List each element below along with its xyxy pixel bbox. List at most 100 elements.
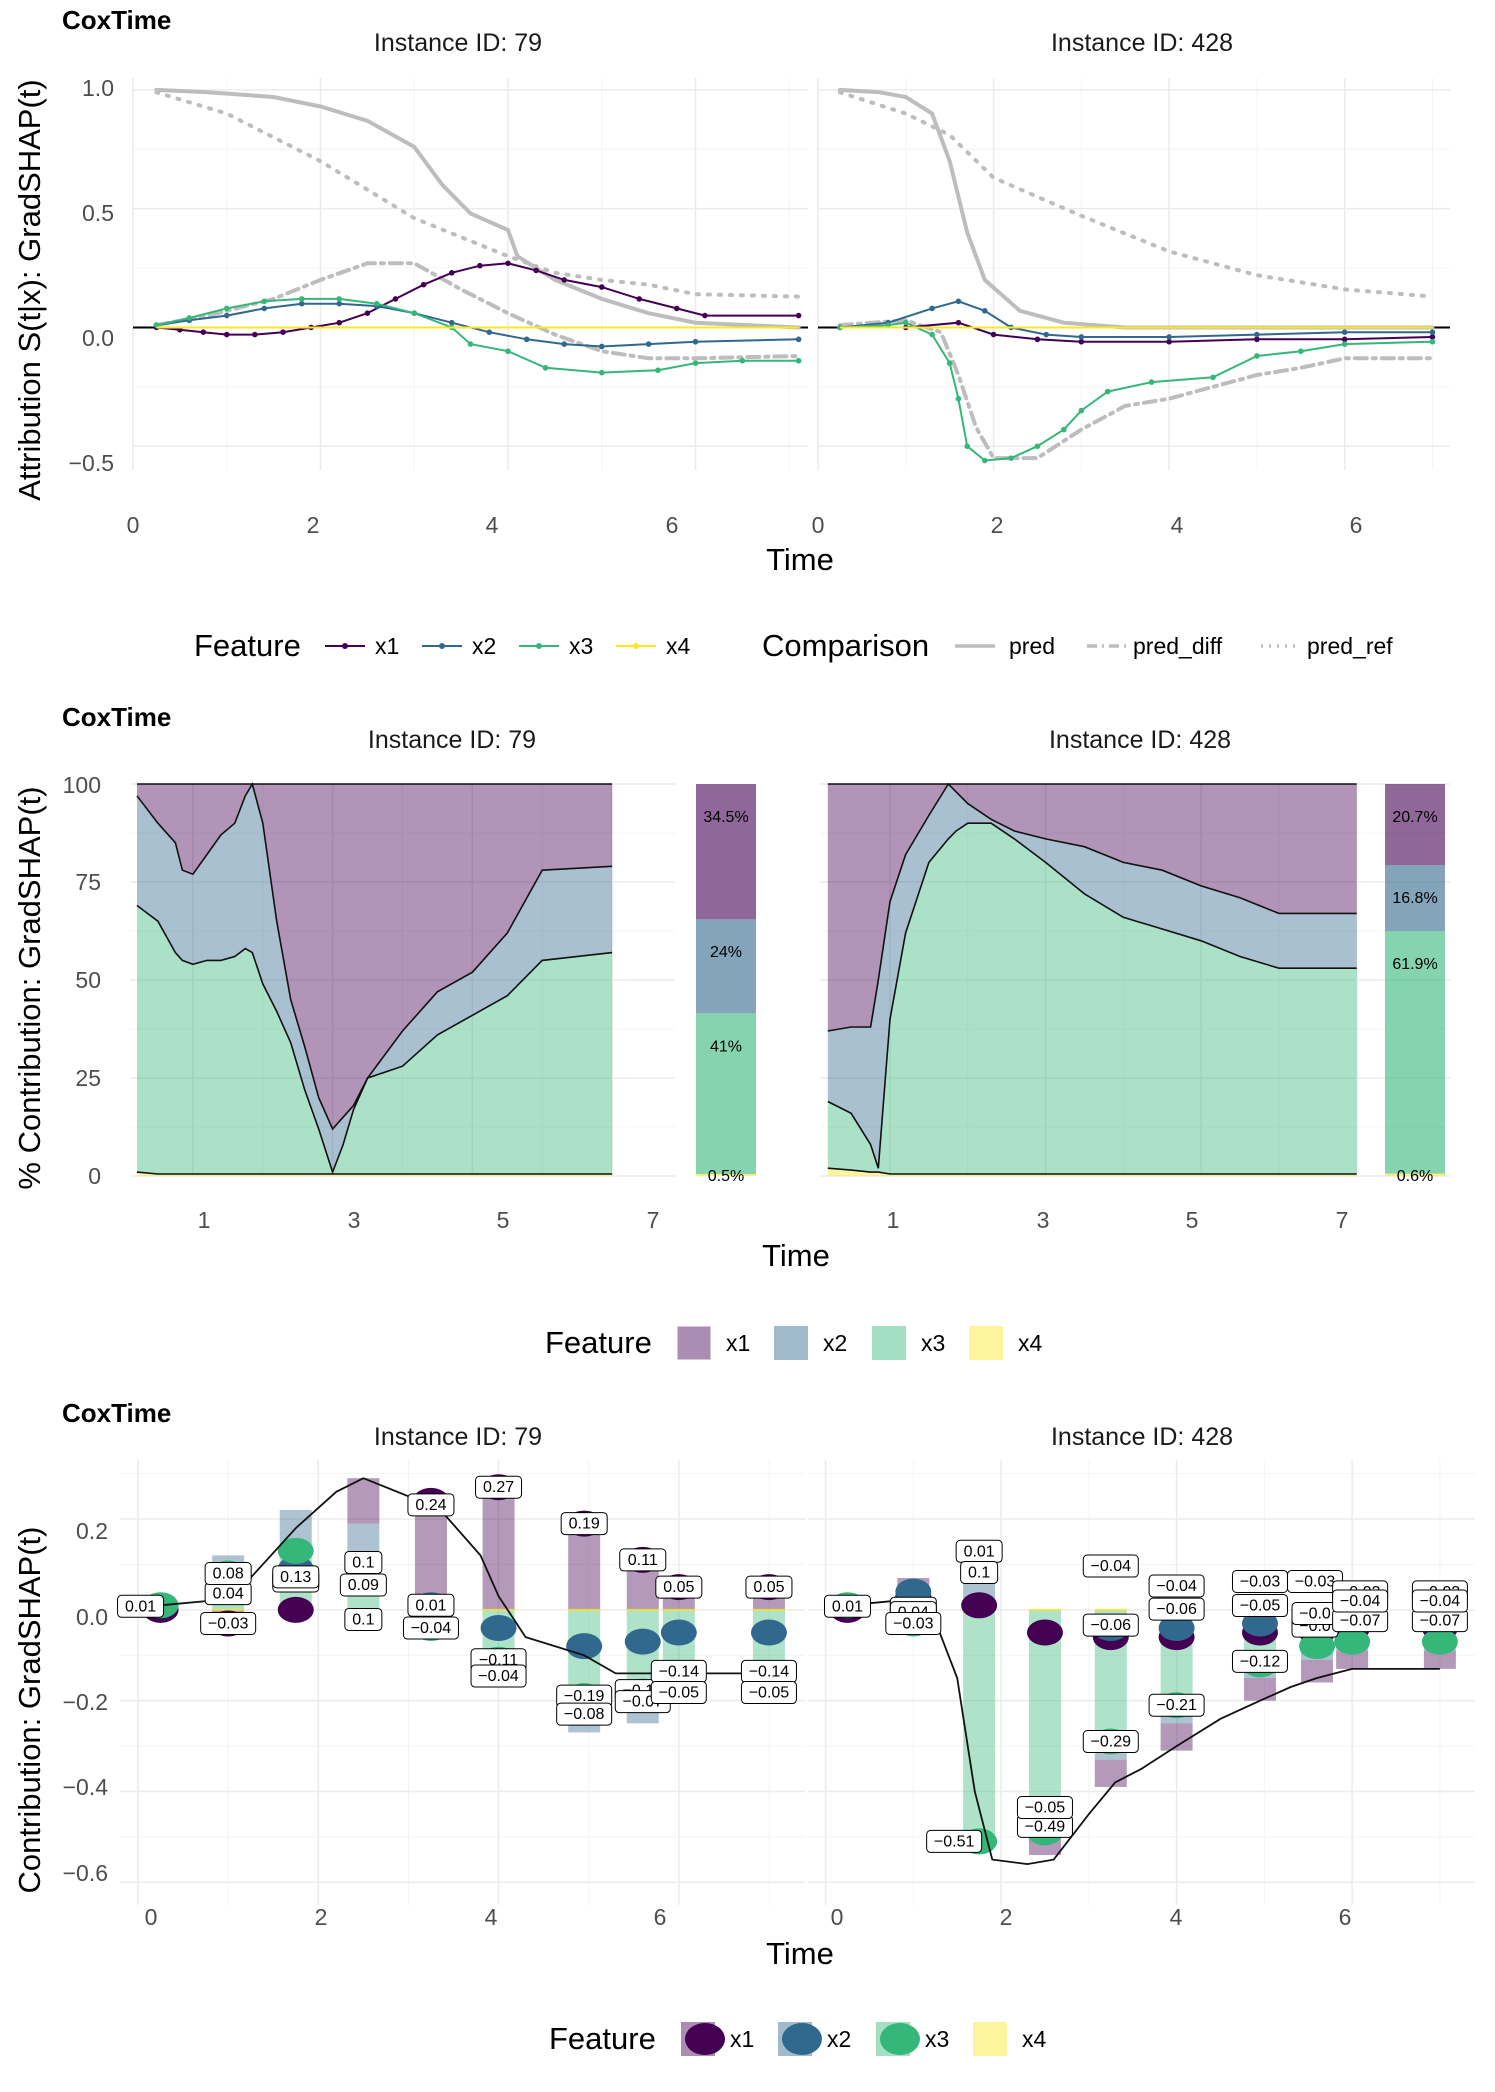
panel3-legend: Feature x1 x2 x3 x4 xyxy=(549,2021,1047,2056)
marker-x2 xyxy=(624,1628,661,1655)
value-label: −0.21 xyxy=(1156,1697,1197,1714)
marker-x3 xyxy=(1334,1628,1371,1655)
value-label-box xyxy=(1231,1594,1288,1618)
point-x2 xyxy=(929,305,935,312)
value-label-box xyxy=(475,1475,523,1499)
value-label: −0.08 xyxy=(564,1706,605,1723)
boundary-line xyxy=(827,822,1357,1169)
panel1-xtick: 4 xyxy=(1171,512,1184,538)
value-label-box xyxy=(1148,1597,1205,1621)
value-label-box xyxy=(402,1616,459,1640)
value-label-box xyxy=(1016,1796,1073,1820)
bar-x1 xyxy=(1336,1650,1369,1669)
value-label: −0.14 xyxy=(659,1663,700,1680)
panel3-ylabel: Contribution: GradSHAP(t) xyxy=(12,1527,47,1894)
point-x3 xyxy=(467,341,474,347)
value-label-box xyxy=(556,1702,613,1726)
value-label: −0.05 xyxy=(1025,1800,1066,1817)
panel3-ytick: 0.2 xyxy=(76,1518,108,1544)
legend-point-x3 xyxy=(536,643,542,649)
panel1-legend-x1: x1 xyxy=(375,633,399,659)
point-x1 xyxy=(477,262,483,269)
panel3-ytick: −0.6 xyxy=(63,1860,108,1886)
value-label: −0.07 xyxy=(1420,1613,1461,1630)
boundary-line xyxy=(136,781,613,1131)
panel1-legend-x3: x3 xyxy=(569,633,593,659)
area-x1 xyxy=(137,784,613,1129)
point-x1 xyxy=(598,284,605,290)
panel3-ytick: −0.2 xyxy=(63,1689,108,1715)
panel3-facet-428: Instance ID: 428 xyxy=(1051,1423,1233,1451)
value-label: −0.05 xyxy=(749,1685,790,1702)
value-label: 0.01 xyxy=(125,1598,156,1615)
point-x1 xyxy=(1034,336,1041,343)
value-label: 0.05 xyxy=(663,1579,694,1596)
point-x3 xyxy=(186,315,193,321)
bar-x4 xyxy=(662,1608,695,1611)
legend-point-x2 xyxy=(439,643,445,649)
point-x3 xyxy=(1060,426,1067,433)
panel3-xtick: 4 xyxy=(485,1904,498,1930)
summary-bar-x1 xyxy=(1385,784,1445,866)
marker-x1 xyxy=(961,1592,998,1619)
point-x2 xyxy=(795,336,802,343)
panel3-legend-title: Feature xyxy=(549,2021,656,2056)
value-label-box xyxy=(1148,1574,1205,1598)
panel2-xlabel: Time xyxy=(762,1238,830,1273)
point-x2 xyxy=(1166,334,1172,340)
point-x3 xyxy=(1008,455,1014,461)
point-x3 xyxy=(902,319,909,326)
value-label: −0.03 xyxy=(208,1615,249,1632)
point-x2 xyxy=(1254,331,1260,338)
cumulative-line xyxy=(847,1599,1440,1866)
point-x3 xyxy=(1341,341,1348,347)
value-label-box xyxy=(344,1607,383,1631)
panel2-facet-79: Instance ID: 79 xyxy=(368,726,536,754)
point-x3 xyxy=(598,369,605,376)
point-x3 xyxy=(929,331,935,338)
summary-bar-label-x1: 20.7% xyxy=(1392,809,1437,826)
point-x2 xyxy=(1429,329,1436,336)
panel3-plot-79: 0.01−0.030.040.080.090.130.10.090.10.240… xyxy=(117,1460,805,1905)
value-label: 0.27 xyxy=(483,1479,514,1496)
panel2-plot-79: 0.5% 41% 24% 34.5% xyxy=(130,781,756,1185)
panel2-legend: Feature x1 x2 x3 x4 xyxy=(545,1325,1043,1361)
boundary-line xyxy=(136,904,613,1175)
marker-x1 xyxy=(277,1596,314,1623)
marker-x2 xyxy=(660,1619,697,1646)
legend-point-x4 xyxy=(633,643,639,649)
panel2-plot-428: 0.6% 61.9% 16.8% 20.7% xyxy=(820,782,1450,1185)
point-x1 xyxy=(420,281,427,288)
summary-bar-label-x4: 0.6% xyxy=(1397,1168,1433,1185)
point-x1 xyxy=(1166,338,1172,345)
panel1-legend-pred: pred xyxy=(1009,633,1055,659)
summary-bar-label-x4: 0.5% xyxy=(708,1168,744,1185)
point-x3 xyxy=(946,360,953,366)
value-label-box xyxy=(1332,1589,1389,1613)
panel2-xtick: 1 xyxy=(887,1207,900,1233)
value-label: −0.04 xyxy=(1420,1593,1461,1610)
value-label-box xyxy=(823,1594,871,1618)
value-label-box xyxy=(117,1594,165,1618)
bar-x1 xyxy=(482,1487,515,1610)
series-x2 xyxy=(839,300,1433,338)
panel3-legend-x4: x4 xyxy=(1022,2026,1047,2052)
value-label-box xyxy=(885,1611,942,1635)
value-label-box xyxy=(926,1829,983,1853)
point-x2 xyxy=(981,308,988,314)
value-label: −0.06 xyxy=(1091,1617,1132,1634)
value-label: −0.07 xyxy=(1340,1613,1381,1630)
panel1-xtick: 6 xyxy=(666,512,679,538)
point-x2 xyxy=(1078,334,1085,340)
panel2-legend-x2: x2 xyxy=(823,1330,847,1356)
point-x1 xyxy=(702,312,708,319)
value-label: −0.06 xyxy=(1156,1601,1197,1618)
panel1-ytick: −0.5 xyxy=(69,450,114,476)
panel2-ytick: 0 xyxy=(88,1163,101,1189)
point-x2 xyxy=(336,300,343,307)
panel2-ytick: 100 xyxy=(63,772,101,798)
panel1-legend-x2: x2 xyxy=(472,633,496,659)
value-label-box xyxy=(745,1575,793,1599)
point-x1 xyxy=(561,277,568,283)
point-x3 xyxy=(1429,338,1436,345)
